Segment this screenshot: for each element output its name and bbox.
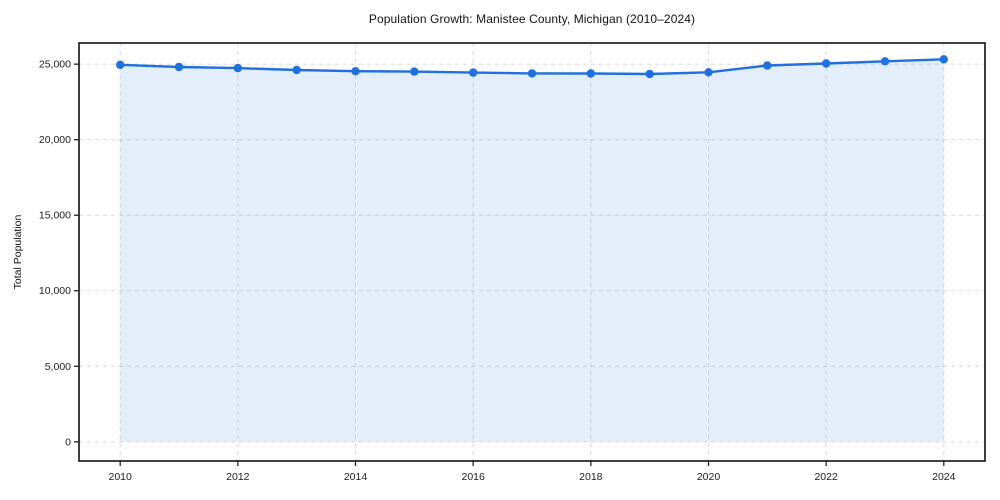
- data-point-2017: [527, 69, 537, 78]
- data-points: [116, 55, 948, 79]
- x-tick-label: 2012: [226, 471, 250, 483]
- axis-ticks: [74, 63, 945, 466]
- x-tick-label: 2020: [697, 471, 721, 483]
- data-point-2018: [586, 69, 595, 78]
- x-tick-label: 2018: [579, 471, 603, 483]
- x-tick-label: 2014: [344, 471, 368, 483]
- data-point-2019: [645, 69, 654, 79]
- area-fill: [120, 59, 944, 442]
- data-point-2023: [880, 57, 890, 66]
- y-axis-label: Total Population: [12, 214, 24, 290]
- y-tick-label: 15,000: [39, 210, 71, 222]
- x-tick-label: 2022: [814, 471, 838, 483]
- data-point-2024: [939, 55, 948, 64]
- x-tick-label: 2024: [932, 471, 956, 483]
- y-tick-label: 25,000: [39, 59, 71, 71]
- y-tick-label: 5,000: [45, 361, 71, 373]
- x-tick-label: 2010: [109, 471, 133, 483]
- data-point-2012: [233, 63, 242, 73]
- data-point-2011: [174, 62, 184, 72]
- data-point-2015: [410, 67, 419, 76]
- y-tick-label: 0: [65, 436, 71, 448]
- data-point-2014: [351, 67, 360, 76]
- chart-title: Population Growth: Manistee County, Mich…: [368, 12, 696, 26]
- plot-border: [78, 42, 986, 462]
- data-point-2013: [292, 65, 301, 75]
- y-tick-labels: 0 5,000 10,000 15,000 20,000 25,000: [39, 59, 71, 449]
- y-tick-label: 10,000: [39, 285, 71, 297]
- data-point-2022: [822, 59, 831, 68]
- data-point-2020: [704, 68, 713, 77]
- x-tick-labels: 2010 2012 2014 2016 2018 2020 2022 2024: [109, 471, 956, 483]
- y-tick-label: 20,000: [39, 134, 71, 146]
- data-point-2016: [469, 68, 478, 77]
- data-point-2010: [116, 60, 125, 69]
- data-point-2021: [763, 61, 772, 70]
- x-tick-label: 2016: [461, 471, 485, 483]
